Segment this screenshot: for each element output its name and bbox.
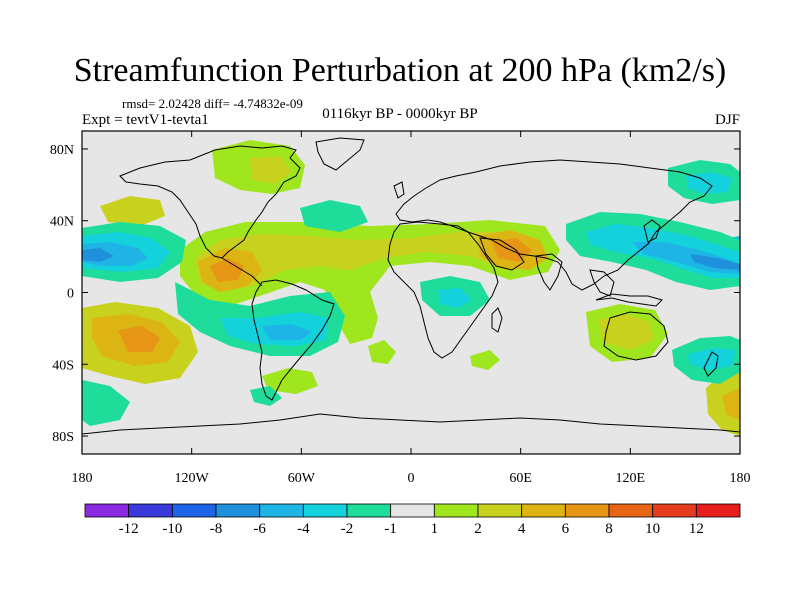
contour-southern-ocean-positive bbox=[706, 372, 740, 436]
coastline-antarctica bbox=[82, 413, 740, 435]
coastline-europe-asia bbox=[395, 159, 713, 291]
colorbar-label: -8 bbox=[210, 521, 223, 537]
contour-south-indian-core bbox=[688, 348, 736, 370]
map-plot bbox=[82, 131, 740, 454]
contour-north-pacific-max bbox=[82, 248, 114, 262]
y-tick-label: 80S bbox=[52, 430, 74, 445]
contour-east-asia-max bbox=[690, 254, 740, 270]
colorbar-label: 2 bbox=[474, 521, 482, 537]
coastline-africa bbox=[387, 221, 499, 359]
coastline-india bbox=[535, 253, 563, 291]
colorbar-label: -4 bbox=[297, 521, 310, 537]
y-tick-label: 40S bbox=[52, 358, 74, 373]
coastline-southeast-asia bbox=[589, 269, 615, 297]
colorbar-swatch bbox=[346, 503, 392, 518]
x-tick-label: 0 bbox=[408, 471, 415, 486]
y-tick-label: 40N bbox=[50, 215, 74, 230]
coastline-greenland bbox=[315, 137, 365, 171]
colorbar-label: 6 bbox=[562, 521, 570, 537]
colorbar-label: -1 bbox=[384, 521, 397, 537]
contour-canada-positive-core bbox=[250, 156, 292, 184]
colorbar-swatch bbox=[695, 503, 741, 518]
colorbar-label: -6 bbox=[253, 521, 266, 537]
colorbar-swatch bbox=[128, 503, 173, 518]
colorbar-label: -10 bbox=[162, 521, 182, 537]
coastline-new-zealand bbox=[703, 351, 719, 377]
colorbar-swatch bbox=[433, 503, 479, 518]
contour-south-america-core bbox=[262, 324, 312, 340]
contour-south-atlantic-west-blob bbox=[262, 368, 318, 394]
coastlines bbox=[82, 137, 740, 435]
x-tick-label: 180 bbox=[72, 471, 93, 486]
contour-arabia-max bbox=[492, 238, 532, 262]
contour-south-pacific-max bbox=[118, 326, 160, 352]
contour-north-atlantic-negative bbox=[300, 200, 368, 232]
colorbar-swatch bbox=[521, 503, 566, 518]
contour-australia-core bbox=[598, 314, 654, 350]
colorbar-label: 8 bbox=[605, 521, 613, 537]
colorbar: -12 -10 -8 -6 -4 -2 -1 1 2 4 6 8 10 12 bbox=[84, 503, 741, 537]
contour-southern-ocean-core bbox=[722, 388, 740, 420]
colorbar-label: 1 bbox=[431, 521, 439, 537]
axes-layer: 180 120W 60W 0 60E 120E 180 80N 40N 0 40S 80S bbox=[50, 131, 751, 486]
contour-subtropical-ridge-mid bbox=[195, 232, 540, 292]
y-tick-label: 80N bbox=[50, 143, 74, 158]
coastline-central-america bbox=[221, 257, 263, 287]
coastline-japan bbox=[643, 219, 661, 243]
coastline-madagascar bbox=[491, 307, 503, 333]
colorbar-swatch bbox=[652, 503, 697, 518]
x-tick-label: 60E bbox=[509, 471, 532, 486]
x-tick-label: 120W bbox=[175, 471, 210, 486]
colorbar-label: -2 bbox=[341, 521, 354, 537]
coastline-indonesia bbox=[595, 293, 663, 307]
colorbar-swatch bbox=[171, 503, 217, 518]
contour-mexico-max bbox=[210, 258, 244, 282]
colorbar-swatch bbox=[564, 503, 610, 518]
contour-africa-core bbox=[438, 288, 472, 308]
coastline-arabia bbox=[479, 237, 525, 271]
colorbar-swatch bbox=[390, 503, 435, 518]
colorbar-swatch bbox=[84, 503, 130, 518]
y-tick-label: 0 bbox=[67, 287, 74, 302]
colorbar-swatch bbox=[215, 503, 261, 518]
contour-northwest-pacific-positive bbox=[100, 196, 165, 226]
colorbar-swatch bbox=[477, 503, 523, 518]
x-tick-label: 120E bbox=[616, 471, 646, 486]
colorbar-label: 4 bbox=[518, 521, 526, 537]
contour-south-atlantic-blob bbox=[368, 340, 396, 364]
colorbar-label: 12 bbox=[689, 521, 704, 537]
colorbar-swatch bbox=[259, 503, 304, 518]
stats-label: rmsd= 2.02428 diff= -4.74832e-09 bbox=[122, 96, 303, 111]
colorbar-label: -12 bbox=[119, 521, 139, 537]
season-label: DJF bbox=[714, 112, 740, 128]
contour-fill-layer bbox=[82, 140, 740, 436]
chart-title: Streamfunction Perturbation at 200 hPa (… bbox=[73, 52, 727, 89]
colorbar-swatch bbox=[608, 503, 654, 518]
contour-southern-ocean-negative bbox=[82, 380, 130, 426]
period-label: 0116kyr BP - 0000kyr BP bbox=[322, 106, 478, 122]
colorbar-swatch bbox=[302, 503, 348, 518]
x-tick-label: 60W bbox=[288, 471, 316, 486]
coastline-north-america bbox=[119, 145, 301, 259]
experiment-label: Expt = tevtV1-tevta1 bbox=[82, 112, 209, 128]
coastline-south-america bbox=[251, 279, 335, 401]
coastline-uk bbox=[393, 181, 405, 199]
x-tick-label: 180 bbox=[730, 471, 751, 486]
colorbar-label: 10 bbox=[645, 521, 660, 537]
contour-indian-ocean-blob bbox=[470, 350, 500, 370]
coastline-australia bbox=[603, 311, 669, 361]
